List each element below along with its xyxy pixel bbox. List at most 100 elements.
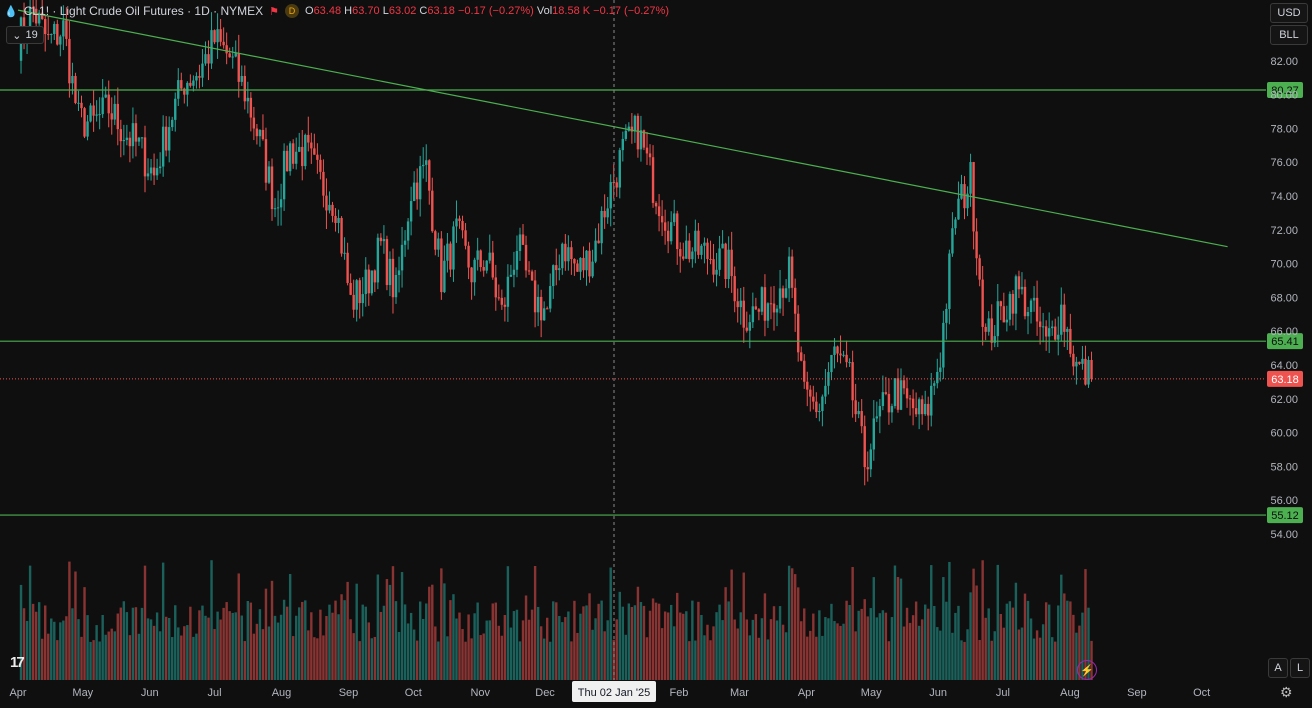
volume-bar — [406, 623, 410, 680]
volume-bar — [346, 581, 349, 680]
candle-body — [691, 251, 694, 260]
candle-body — [957, 198, 960, 220]
candle-body — [461, 220, 464, 231]
volume-bar — [195, 633, 198, 680]
volume-bar — [579, 613, 582, 680]
volume-bar — [975, 585, 978, 680]
volume-bar — [558, 615, 561, 680]
candle-body — [963, 184, 966, 209]
dividend-badge[interactable]: D — [285, 4, 299, 18]
currency-label: USD — [1277, 7, 1301, 19]
volume-bar — [552, 601, 555, 680]
candle-body — [59, 36, 62, 45]
volume-bar — [1075, 632, 1078, 680]
candle-body — [110, 113, 113, 120]
volume-bar — [189, 606, 192, 680]
close-value: 63.18 — [427, 5, 455, 17]
candle-body — [936, 371, 939, 384]
y-tick-label: 76.00 — [1270, 157, 1298, 169]
candle-body — [352, 294, 355, 310]
candle-body — [101, 97, 104, 115]
volume-bar — [1078, 625, 1081, 680]
log-scale-button[interactable]: L — [1290, 658, 1310, 678]
symbol-title[interactable]: CL1! · Light Crude Oil Futures · 1D · NY… — [23, 4, 264, 18]
candle-body — [790, 256, 794, 288]
x-tick-label: May — [861, 687, 882, 699]
volume-bar — [930, 565, 933, 680]
candle-body — [267, 166, 271, 183]
volume-bar — [730, 569, 733, 680]
indicator-toggle[interactable]: ⌄ 19 — [6, 26, 44, 44]
volume-bar — [854, 631, 857, 680]
candle-body — [1002, 306, 1006, 323]
unit-button[interactable]: BLL — [1270, 25, 1308, 45]
volume-bar — [573, 600, 576, 680]
candle-body — [237, 53, 240, 82]
y-tick-label: 58.00 — [1270, 461, 1298, 473]
candle-body — [298, 146, 301, 152]
volume-bar — [485, 620, 488, 680]
volume-bar — [370, 638, 374, 680]
currency-button[interactable]: USD — [1270, 3, 1308, 23]
candle-body — [1063, 304, 1066, 332]
candle-body — [204, 54, 207, 64]
volume-bar — [624, 634, 628, 680]
volume-bar — [621, 606, 624, 680]
level-badge — [1267, 507, 1303, 524]
volume-bar — [673, 626, 676, 680]
lightning-icon[interactable]: ⚡ — [1077, 660, 1097, 680]
candle-body — [304, 134, 307, 167]
volume-bar — [663, 611, 667, 680]
volume-bar — [567, 611, 570, 680]
volume-bar — [954, 612, 957, 680]
volume-bar — [431, 584, 434, 680]
candle-body — [146, 173, 150, 177]
candle-body — [685, 240, 688, 259]
volume-bar — [857, 610, 860, 680]
auto-scale-button[interactable]: A — [1268, 658, 1288, 678]
volume-value: 18.58 K — [552, 5, 591, 17]
candle-body — [240, 76, 243, 82]
candle-body — [464, 230, 467, 246]
volume-bar — [352, 633, 355, 680]
candle-body — [364, 269, 367, 295]
candle-body — [346, 252, 349, 283]
volume-bar — [216, 611, 219, 680]
volume-bar — [800, 621, 803, 680]
price-axis[interactable]: 54.00 56.00 58.00 60.00 62.00 64.00 66.00 68.00… — [1270, 56, 1298, 541]
volume-bar — [809, 630, 812, 680]
candle-body — [161, 126, 165, 167]
volume-bar — [367, 622, 370, 680]
candle-body — [171, 119, 174, 128]
volume-bar — [213, 629, 216, 680]
volume-bar — [775, 620, 779, 680]
volume-bar — [192, 636, 195, 680]
candle-body — [509, 274, 513, 277]
candle-body — [679, 249, 682, 257]
candle-body — [917, 399, 921, 415]
volume-bar — [110, 628, 113, 680]
tradingview-logo[interactable]: 17 — [10, 654, 25, 671]
volume-bar — [875, 617, 879, 680]
candle-body — [639, 130, 643, 150]
volume-bar — [19, 584, 23, 680]
candle-body — [570, 247, 573, 260]
volume-bar — [763, 593, 767, 680]
gear-icon[interactable]: ⚙ — [1280, 684, 1293, 700]
volume-bar — [44, 605, 47, 680]
candle-body — [328, 204, 331, 211]
time-axis[interactable]: Apr May Jun Jul Aug Sep Oct Nov Dec Feb Mar Apr May J… — [9, 687, 1210, 699]
candle-body — [515, 250, 519, 270]
volume-bar — [228, 611, 231, 680]
trendline[interactable] — [17, 9, 1228, 248]
volume-bar — [1054, 641, 1057, 680]
volume-bar — [948, 561, 951, 680]
flag-icon[interactable]: ⚑ — [269, 5, 279, 18]
horizontal-levels[interactable]: 80.27 65.41 55.12 63.18 — [0, 82, 1303, 524]
volume-bar — [960, 640, 963, 680]
candle-body — [340, 217, 343, 254]
volume-bar — [733, 619, 736, 680]
volume-bar — [479, 635, 482, 680]
candle-body — [104, 94, 107, 98]
